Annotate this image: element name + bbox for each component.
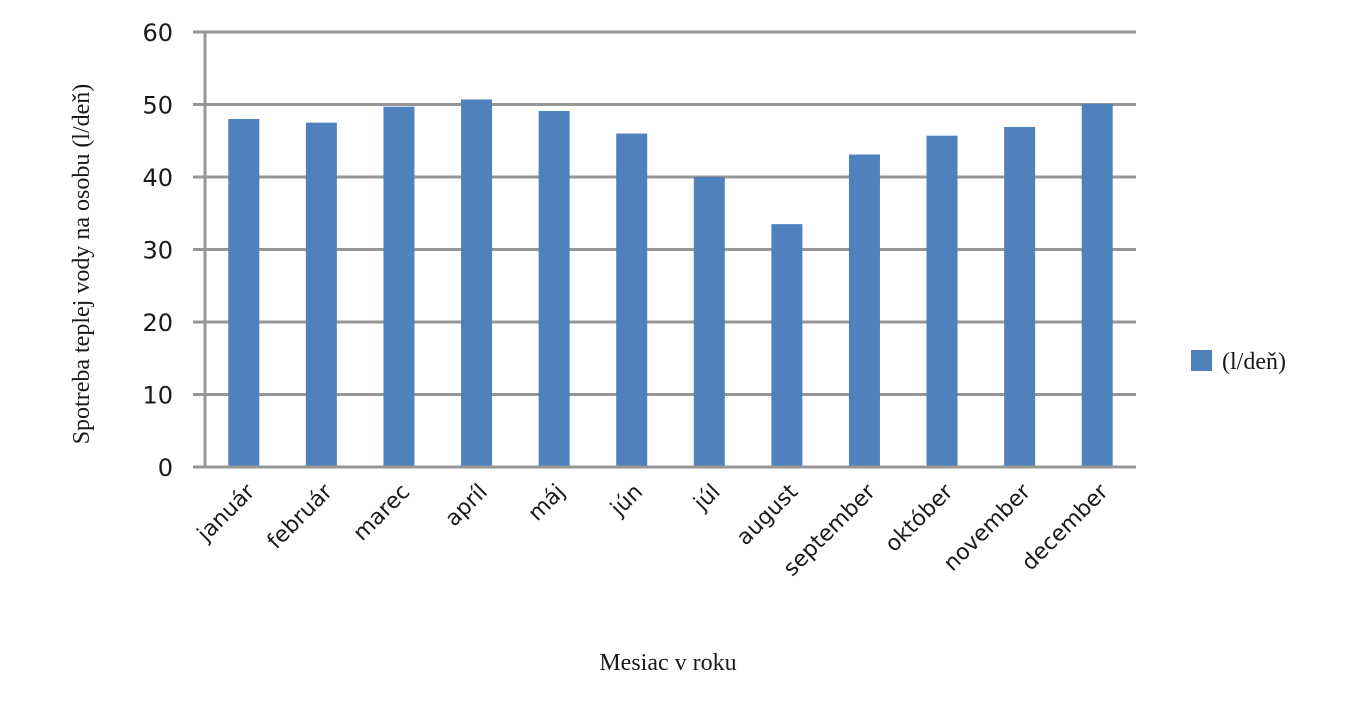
y-tick-label: 40 xyxy=(142,164,173,192)
y-tick-label: 60 xyxy=(142,19,173,47)
x-axis-category-labels: január február marec apríl máj jún júl augustse… xyxy=(192,479,1114,582)
y-tick-label: 50 xyxy=(142,92,173,120)
y-tick-label: 20 xyxy=(142,309,173,337)
x-category-label: apríl xyxy=(441,480,493,532)
x-category-label: júl xyxy=(689,480,726,517)
bar xyxy=(228,119,260,467)
bar xyxy=(848,154,880,467)
legend-swatch xyxy=(1191,350,1212,371)
bar xyxy=(383,106,415,468)
bar xyxy=(1081,103,1113,468)
x-category-label: august xyxy=(732,479,803,550)
bar xyxy=(616,133,648,467)
x-axis-title: Mesiac v roku xyxy=(599,650,736,676)
gridlines xyxy=(193,30,1136,469)
x-category-label: máj xyxy=(524,480,571,527)
y-axis-tick-labels: 0 10 20 30 40 50 60 xyxy=(142,19,173,482)
bar xyxy=(771,224,803,467)
x-category-label: október xyxy=(881,479,959,557)
x-category-label: február xyxy=(263,479,338,554)
bar xyxy=(926,135,958,468)
y-tick-label: 10 xyxy=(142,382,173,410)
bars xyxy=(228,99,1113,468)
bar xyxy=(538,111,570,468)
legend-label: (l/deň) xyxy=(1222,349,1286,375)
x-category-label: jún xyxy=(606,480,648,522)
legend: (l/deň) xyxy=(1191,349,1286,375)
axes xyxy=(193,32,1136,469)
y-axis-title: Spotreba teplej vody na osobu (l/deň) xyxy=(69,84,95,445)
x-category-label: január xyxy=(192,479,261,548)
x-category-label: marec xyxy=(349,480,416,547)
y-tick-label: 30 xyxy=(142,237,173,265)
bar xyxy=(305,122,337,467)
bar xyxy=(461,99,493,468)
y-tick-label: 0 xyxy=(158,454,173,482)
bar xyxy=(693,177,725,467)
bar xyxy=(1004,126,1036,467)
